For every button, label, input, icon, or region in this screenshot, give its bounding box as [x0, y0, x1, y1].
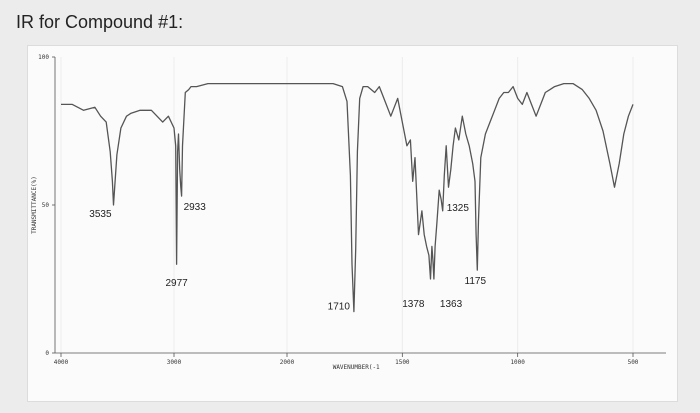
peak-label: 1363 — [440, 299, 463, 310]
peak-label: 2933 — [184, 202, 207, 213]
x-tick-label: 3000 — [167, 359, 182, 366]
x-tick-label: 500 — [628, 359, 639, 366]
spectrum-panel — [27, 45, 678, 402]
y-tick-label: 50 — [42, 202, 50, 209]
series — [61, 82, 634, 313]
peak-label: 2977 — [165, 278, 188, 289]
annotations: 3535 2977 2933 1710 1378 1363 1325 1175 — [89, 202, 486, 312]
y-tick-label: 100 — [38, 54, 49, 61]
spectrum-line — [61, 82, 634, 313]
peak-label: 1325 — [447, 203, 470, 214]
x-tick-label: 1000 — [510, 359, 525, 366]
peak-label: 1378 — [402, 299, 425, 310]
x-tick-label: 2000 — [280, 359, 295, 366]
y-tick-label: 0 — [45, 350, 49, 357]
axes: 4000 3000 2000 1500 1000 500 0 50 100 WAVENUMBER(… — [31, 54, 666, 371]
x-tick-label: 4000 — [54, 359, 69, 366]
peak-label: 1175 — [465, 276, 487, 287]
grid — [60, 57, 634, 353]
page-heading: IR for Compound #1: — [16, 12, 184, 32]
x-tick-label: 1500 — [395, 359, 410, 366]
y-axis-title: TRANSMITTANCE(%) — [31, 176, 38, 234]
x-axis-title: WAVENUMBER(-1 — [333, 364, 380, 371]
peak-label: 1710 — [328, 302, 351, 313]
peak-label: 3535 — [89, 209, 112, 220]
